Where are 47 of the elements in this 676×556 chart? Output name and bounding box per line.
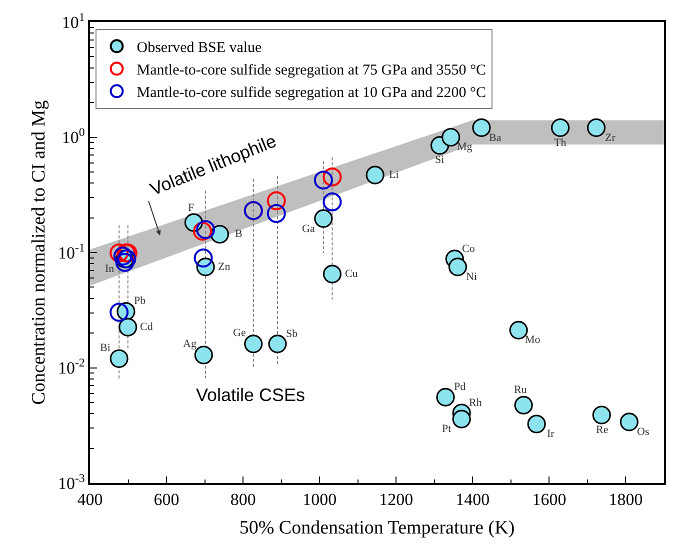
x-tick-label: 1200 [379,490,414,510]
annotation: Mg [457,141,473,153]
annotation: B [235,228,242,240]
annotation: Ba [489,132,502,144]
annotation: In [105,263,115,275]
y-axis-title: Concentration normalized to CI and Mg [28,100,50,405]
x-tick-label: 1000 [302,490,337,510]
annotation: Pb [134,295,146,307]
legend-label: Mantle-to-core sulfide segregation at 75 GPa and 3550 °C [136,62,486,79]
annotation: Th [554,137,567,149]
annotation: Zr [605,132,616,144]
annotation: Co [462,243,476,255]
x-tick-label: 1600 [532,490,566,510]
x-tick-label: 1400 [456,490,490,510]
annotation: Rh [469,397,482,409]
annotation: Mo [525,334,541,346]
x-axis-title: 50% Condensation Temperature (K) [239,517,515,538]
annotation: Zn [218,261,231,273]
annotation: Re [596,424,608,436]
annotation: Ga [302,223,315,235]
annotation: Cd [140,321,154,333]
y-tick-label: 10$^{1}$ [62,10,85,32]
annotation: Si [435,154,444,166]
legend-label: Observed BSE value [136,40,262,56]
annotation: Ru [514,384,528,396]
annotation: Cu [345,268,358,280]
annotation: Ag [183,338,197,350]
x-tick-label: 400 [77,490,103,510]
x-tick-label: 600 [154,490,180,510]
y-tick-label: 10$^{-2}$ [58,356,85,378]
annotation: Ge [233,327,246,339]
annotation: Pd [454,381,466,393]
annotation: Bi [100,342,110,354]
annotation: Pt [442,423,452,435]
y-tick-label: 10$^{0}$ [62,125,85,148]
legend-label: Mantle-to-core sulfide segregation at 10 GPa and 2200 °C [136,85,486,102]
y-tick-label: 10$^{-3}$ [58,470,85,493]
annotation: Sb [286,328,298,340]
annotation: Li [389,169,399,181]
y-tick-label: 10$^{-1}$ [58,240,85,262]
annotation: F [188,202,194,214]
x-tick-label: 800 [230,490,256,510]
annotation: Ni [466,271,477,283]
annotation: Ir [547,428,555,440]
x-tick-label: 1800 [608,490,643,510]
annotation: Os [637,426,650,438]
annotation: Volatile CSEs [196,385,306,405]
